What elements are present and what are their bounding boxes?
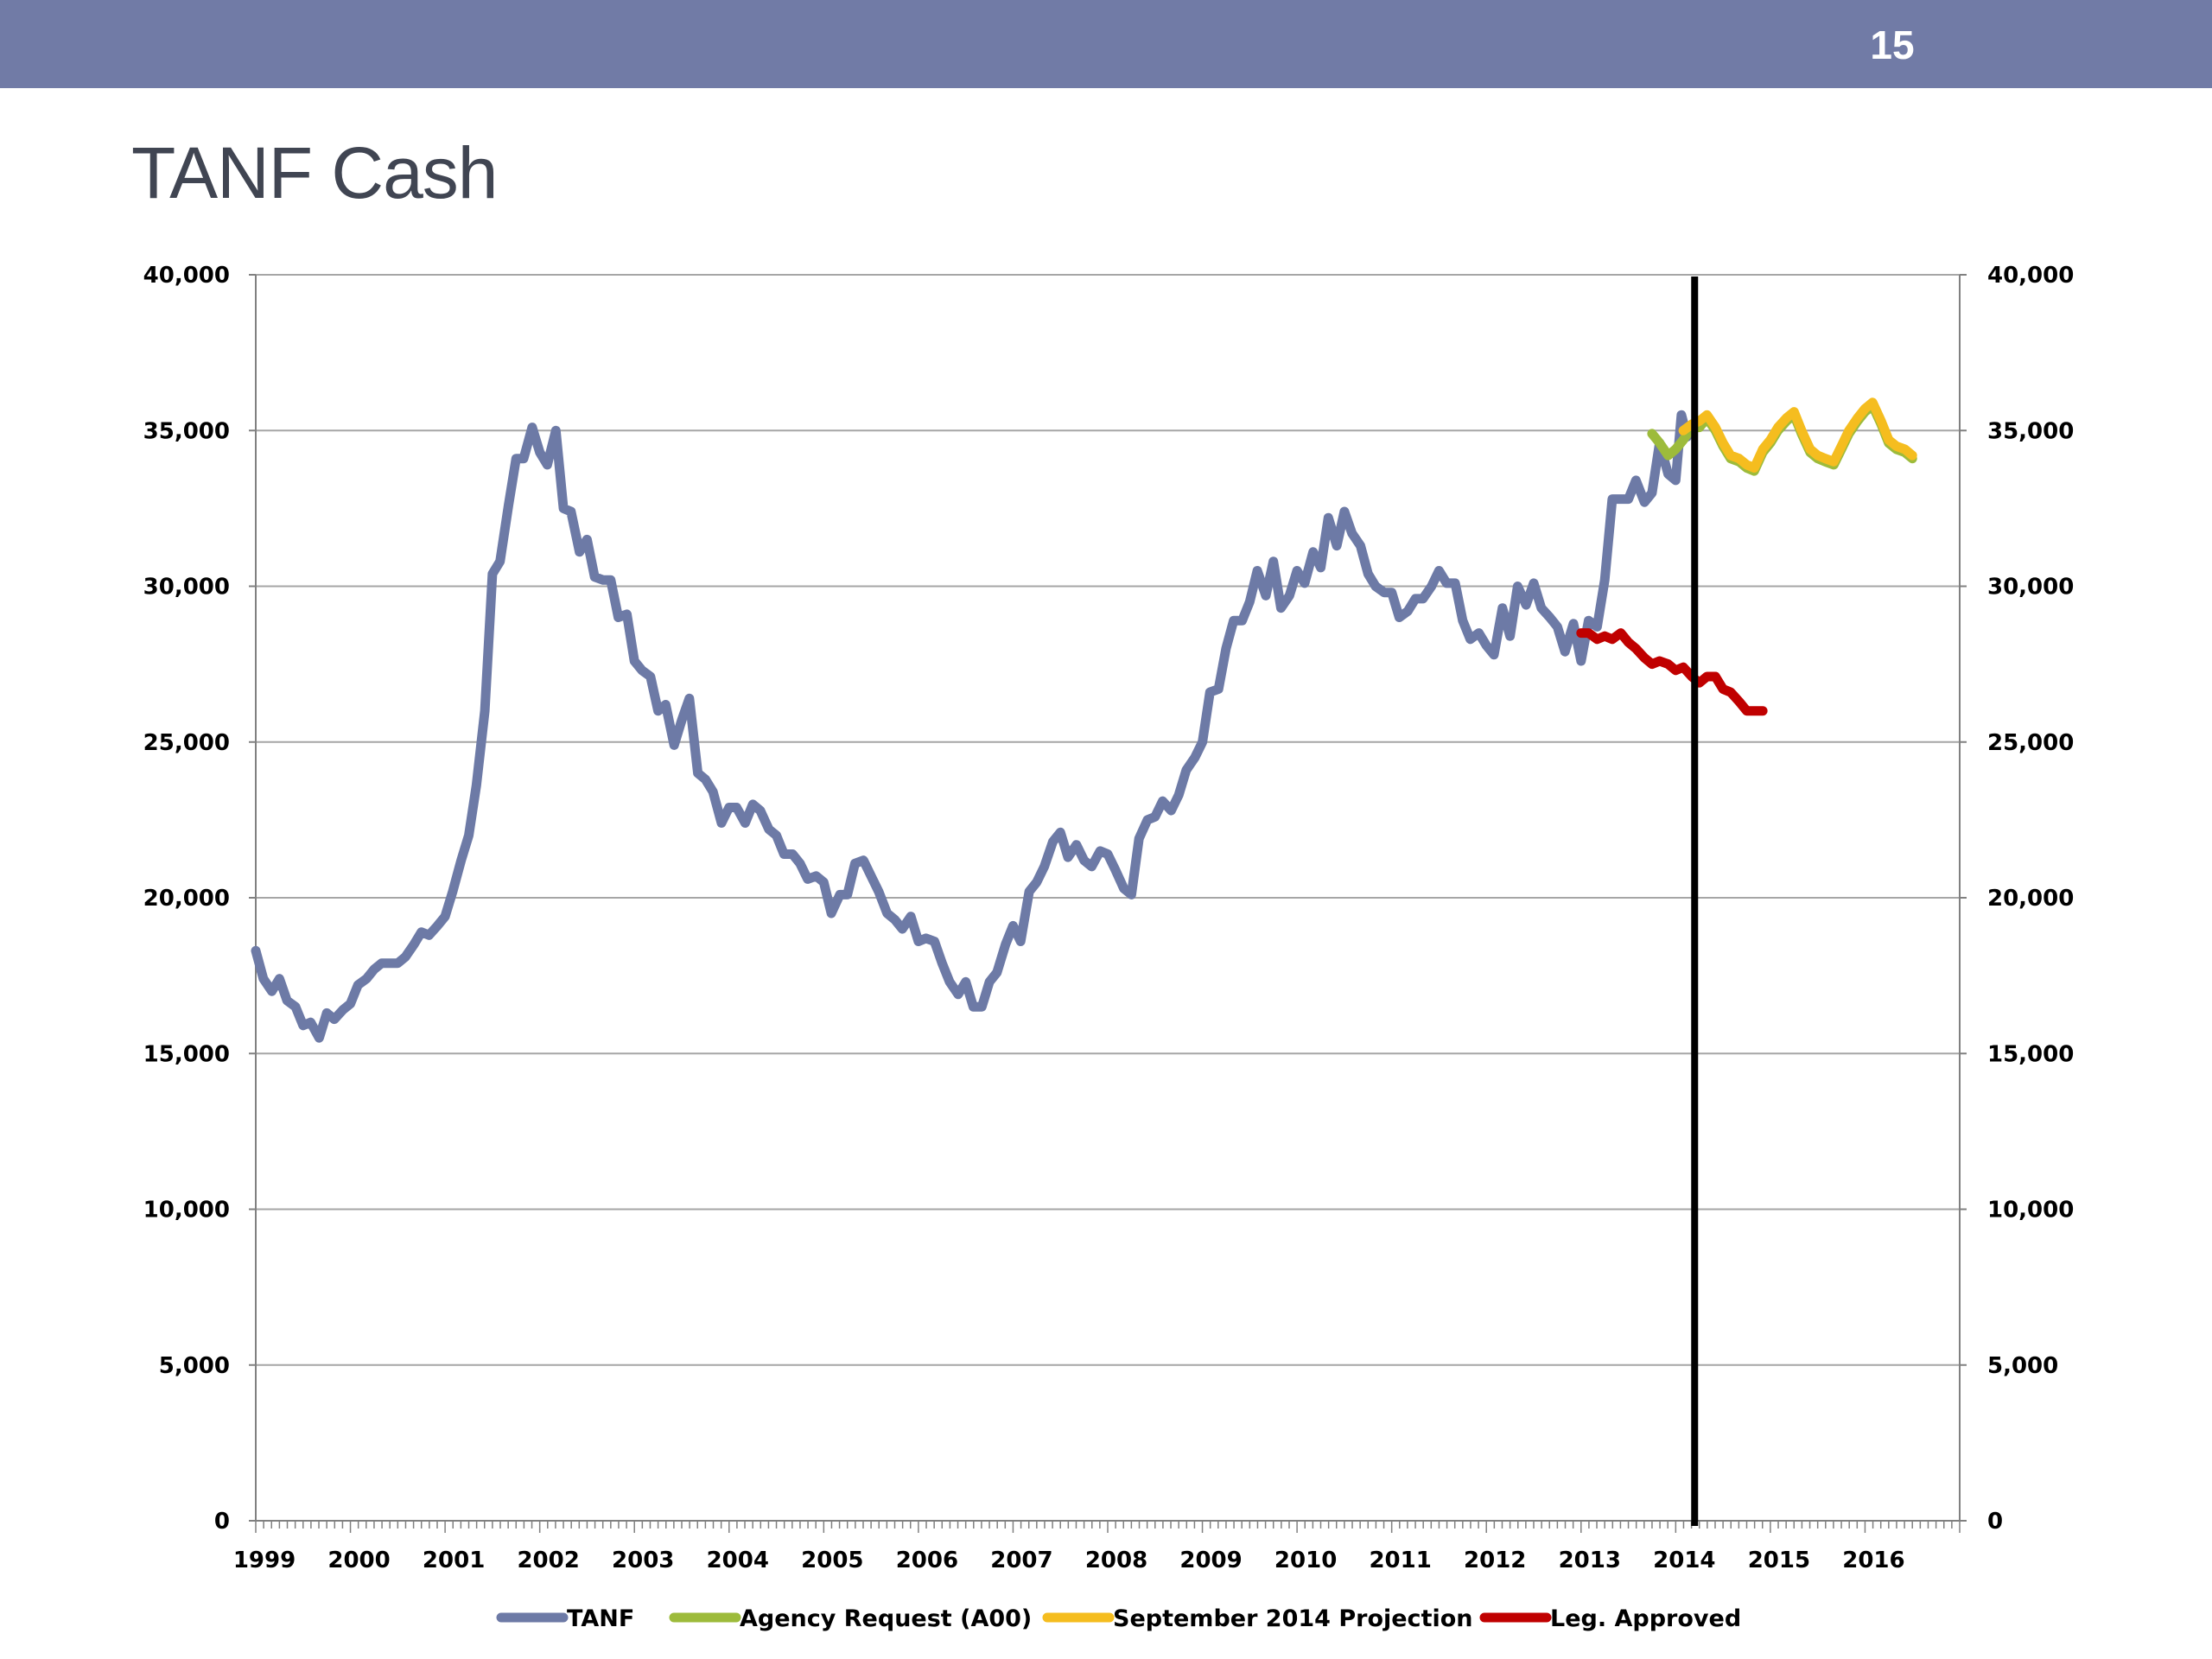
series-lines: [251, 397, 1917, 1043]
slide-number: 15: [1870, 22, 1915, 67]
legend-label-2: September 2014 Projection: [1113, 1605, 1473, 1632]
x-tick-label: 2000: [327, 1548, 390, 1573]
tick-labels: 0 0 5,000 5,000 10,000 10,000 15,000 15,000 20,0…: [143, 263, 2075, 1573]
x-tick-label: 2016: [1842, 1548, 1904, 1573]
legend-label-0: TANF: [567, 1605, 634, 1632]
series-line-0: [251, 410, 1692, 1043]
y-tick-label-left: 20,000: [143, 886, 230, 912]
y-tick-label-left: 5,000: [159, 1353, 230, 1379]
x-tick-label: 2003: [612, 1548, 674, 1573]
y-tick-label-left: 35,000: [143, 418, 230, 444]
x-tick-label: 2006: [896, 1548, 958, 1573]
x-tick-label: 1999: [233, 1548, 296, 1573]
y-tick-label-right: 5,000: [1987, 1353, 2058, 1379]
y-tick-label-left: 10,000: [143, 1198, 230, 1224]
x-tick-label: 2007: [990, 1548, 1052, 1573]
x-tick-label: 2001: [423, 1548, 485, 1573]
y-tick-label-right: 0: [1987, 1509, 2003, 1535]
x-tick-label: 2009: [1179, 1548, 1242, 1573]
x-tick-label: 2002: [517, 1548, 579, 1573]
y-tick-label-right: 35,000: [1987, 418, 2074, 444]
legend: TANF Agency Request (A00) September 2014 P…: [496, 1605, 1741, 1632]
y-tick-label-left: 30,000: [143, 575, 230, 601]
x-tick-label: 2004: [707, 1548, 769, 1573]
y-tick-label-right: 15,000: [1987, 1041, 2074, 1067]
x-tick-label: 2010: [1274, 1548, 1337, 1573]
x-tick-label: 2015: [1748, 1548, 1810, 1573]
y-tick-label-left: 25,000: [143, 730, 230, 756]
axes: [249, 274, 1967, 1533]
x-tick-label: 2011: [1369, 1548, 1431, 1573]
header-band: [0, 0, 2212, 88]
y-tick-label-left: 0: [214, 1509, 230, 1535]
slide-title: TANF Cash: [131, 132, 499, 213]
x-tick-label: 2014: [1653, 1548, 1715, 1573]
series-line-2: [1678, 397, 1917, 473]
y-tick-label-right: 30,000: [1987, 575, 2074, 601]
series-line-3: [1576, 628, 1768, 716]
legend-label-3: Leg. Approved: [1550, 1605, 1741, 1632]
y-tick-label-right: 10,000: [1987, 1198, 2074, 1224]
y-tick-label-left: 40,000: [143, 263, 230, 289]
x-tick-label: 2005: [801, 1548, 863, 1573]
x-tick-label: 2008: [1085, 1548, 1147, 1573]
x-tick-label: 2013: [1559, 1548, 1621, 1573]
legend-label-1: Agency Request (A00): [740, 1605, 1032, 1632]
y-tick-label-left: 15,000: [143, 1041, 230, 1067]
y-tick-label-right: 40,000: [1987, 263, 2074, 289]
x-tick-label: 2012: [1464, 1548, 1526, 1573]
y-tick-label-right: 25,000: [1987, 730, 2074, 756]
y-tick-label-right: 20,000: [1987, 886, 2074, 912]
